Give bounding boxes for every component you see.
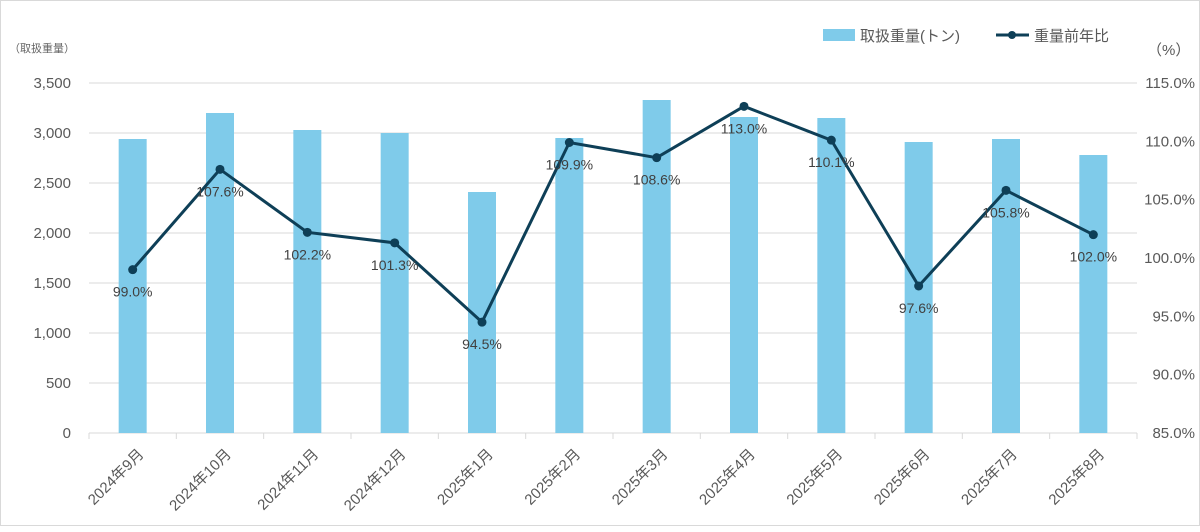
bar [730,117,758,433]
y-right-tick-label: 105.0% [1144,192,1195,209]
x-tick-label: 2024年11月 [254,446,322,514]
data-label: 110.1% [808,154,854,170]
line-marker [914,281,924,291]
x-tick-label: 2025年7月 [958,446,1021,509]
data-label: 102.0% [1070,249,1117,265]
y-left-tick-label: 2,000 [33,225,71,242]
line-marker [128,265,138,275]
y-right-tick-label: 95.0% [1152,308,1195,325]
data-label: 109.9% [546,157,593,173]
y-left-tick-label: 1,000 [33,325,71,342]
line-marker [1001,185,1011,195]
y-left-tick-label: 3,500 [33,75,71,92]
x-tick-label: 2024年9月 [85,446,148,509]
data-label: 101.3% [371,257,418,273]
legend-bar-swatch [823,29,855,41]
data-label: 113.0% [721,120,767,136]
line-marker [652,153,662,163]
bar [293,130,322,433]
y-right-label: （%） [1147,42,1190,59]
legend-bar-label: 取扱重量(トン) [860,28,960,45]
line-marker [302,227,312,237]
data-label: 105.8% [982,204,1029,220]
legend: 取扱重量(トン) 重量前年比 [823,28,1109,45]
data-label: 94.5% [462,336,502,352]
bar [118,139,147,433]
y-right-tick-label: 115.0% [1145,75,1195,92]
x-tick-label: 2024年12月 [341,446,410,515]
y-right-tick-label: 110.0% [1145,133,1195,150]
x-tick-label: 2025年5月 [783,446,846,509]
bar [380,133,409,433]
bar [642,100,671,433]
y-left-label: （取扱重量） [9,41,75,55]
line-marker [1088,230,1098,240]
x-tick-label: 2025年3月 [609,446,672,509]
data-label: 107.6% [196,183,243,199]
y-left-tick-label: 1,500 [33,275,71,292]
bar [206,113,234,433]
x-tick-label: 2025年2月 [521,446,584,509]
y-right-tick-label: 85.0% [1152,425,1195,442]
gridlines [89,82,1137,434]
line-marker [564,138,574,147]
x-tick-label: 2025年6月 [871,446,934,509]
y-right-tick-label: 90.0% [1152,367,1195,384]
bars [118,100,1108,433]
bar [555,138,584,433]
y-left-tick-label: 3,000 [33,125,71,142]
data-label: 108.6% [633,172,680,188]
line-marker [215,164,225,174]
x-tick-label: 2024年10月 [166,446,235,515]
data-label: 97.6% [899,300,939,316]
y-left-tick-label: 500 [46,375,71,392]
y-right-tick-label: 100.0% [1144,250,1195,267]
data-label: 99.0% [113,284,153,300]
x-tick-label: 2025年4月 [696,446,759,509]
line-marker [477,317,487,327]
legend-line-label: 重量前年比 [1034,28,1109,45]
x-tick-label: 2025年8月 [1045,446,1108,509]
line-path [131,104,1095,325]
line-marker [826,135,836,145]
x-tick-label: 2025年1月 [434,446,497,509]
line-marker [739,101,749,111]
legend-line-marker [1008,31,1016,39]
bar [992,139,1020,433]
line-series [128,101,1098,327]
y-left-tick-label: 0 [63,425,71,442]
data-label: 102.2% [284,246,331,262]
bar [1079,155,1108,433]
data-labels: 99.0% 107.6% 102.2% 101.3% 94.5% 109.9% 108.6%… [113,120,1117,352]
line-marker [390,238,400,248]
y-left-tick-label: 2,500 [33,175,71,192]
bar [817,118,846,433]
